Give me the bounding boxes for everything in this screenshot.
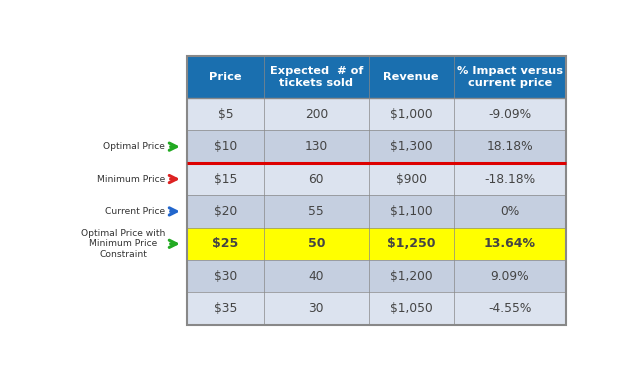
Text: 200: 200 (305, 108, 328, 121)
Bar (187, 130, 566, 163)
Text: 130: 130 (305, 140, 328, 153)
Bar (187, 195, 566, 228)
Text: -9.09%: -9.09% (488, 108, 531, 121)
Text: $35: $35 (214, 302, 237, 315)
Text: $15: $15 (214, 172, 237, 186)
Text: Optimal Price with
Minimum Price
Constraint: Optimal Price with Minimum Price Constra… (81, 229, 165, 259)
Text: 0%: 0% (500, 205, 520, 218)
Text: 55: 55 (308, 205, 324, 218)
Bar (187, 56, 566, 325)
Text: 40: 40 (308, 270, 324, 283)
Bar (187, 163, 566, 195)
Text: $1,200: $1,200 (390, 270, 433, 283)
Bar (187, 260, 566, 293)
Text: 18.18%: 18.18% (486, 140, 533, 153)
Bar (187, 98, 566, 130)
Text: Expected  # of
tickets sold: Expected # of tickets sold (269, 66, 363, 88)
Text: -18.18%: -18.18% (484, 172, 536, 186)
Text: Optimal Price: Optimal Price (104, 142, 165, 151)
Text: 60: 60 (308, 172, 324, 186)
Text: $10: $10 (214, 140, 237, 153)
Text: 50: 50 (308, 237, 325, 250)
Bar (187, 228, 566, 260)
Text: $1,050: $1,050 (390, 302, 433, 315)
Text: % Impact versus
current price: % Impact versus current price (457, 66, 563, 88)
Text: Revenue: Revenue (383, 72, 439, 82)
Text: $25: $25 (212, 237, 239, 250)
Text: $5: $5 (218, 108, 233, 121)
Bar (187, 56, 566, 98)
Text: $1,300: $1,300 (390, 140, 433, 153)
Text: $1,000: $1,000 (390, 108, 433, 121)
Text: 13.64%: 13.64% (484, 237, 536, 250)
Text: Current Price: Current Price (105, 207, 165, 216)
Text: $30: $30 (214, 270, 237, 283)
Text: -4.55%: -4.55% (488, 302, 532, 315)
Text: Minimum Price: Minimum Price (97, 175, 165, 184)
Bar (187, 293, 566, 325)
Text: 9.09%: 9.09% (491, 270, 529, 283)
Text: 30: 30 (308, 302, 324, 315)
Text: $20: $20 (214, 205, 237, 218)
Text: $1,250: $1,250 (387, 237, 435, 250)
Text: $1,100: $1,100 (390, 205, 433, 218)
Text: Price: Price (209, 72, 242, 82)
Text: $900: $900 (396, 172, 427, 186)
